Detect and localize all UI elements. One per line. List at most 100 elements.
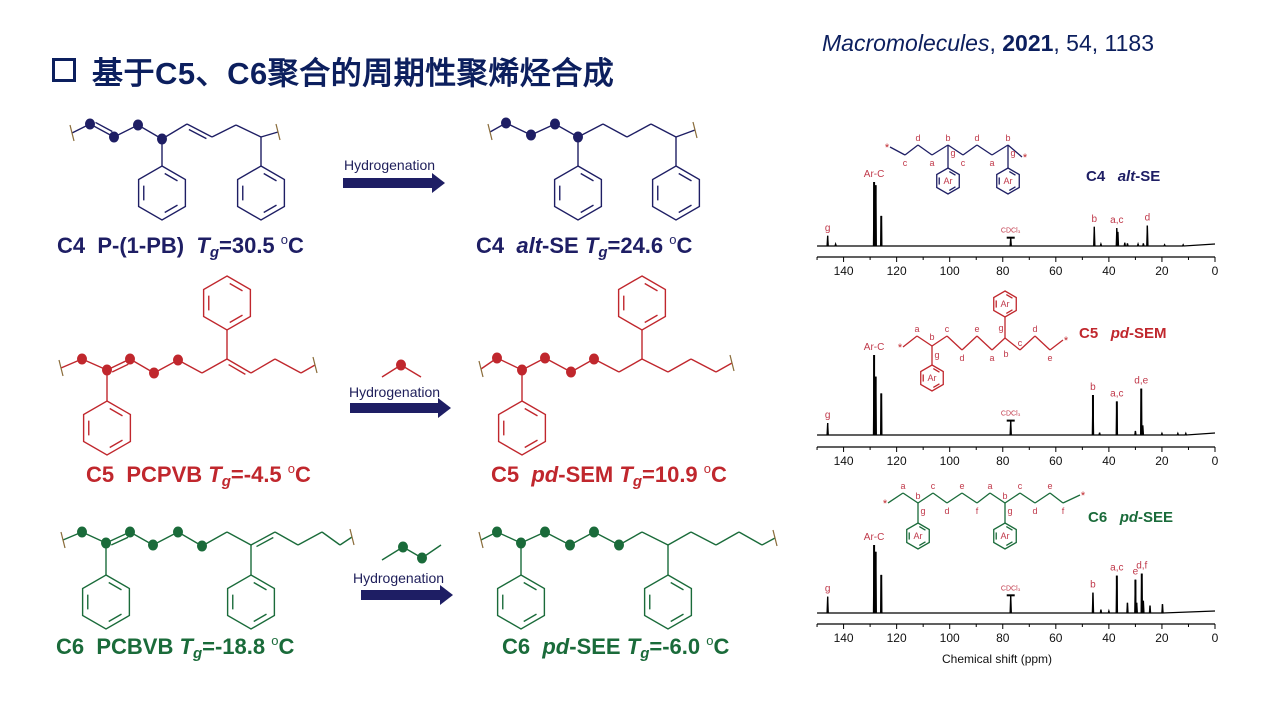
chain-end-mark [69,124,75,142]
spectrum-line [817,354,1216,436]
bond [339,536,353,546]
monomer-dot [589,526,599,538]
nmr-spectrum-1: g Ar-C CDCl₃ b a,c d 140 120 100 80 60 40 20 0 [816,169,1219,278]
spectrum-title-c6: C6 pd-SEE [1088,509,1173,526]
degree: o [703,461,712,476]
code: C6 [56,634,85,659]
monomer-dot [565,539,575,551]
citation: Macromolecules, 2021, 54, 1183 [822,30,1154,57]
atom-label: d [1032,506,1037,516]
ring-double-bond [918,526,926,531]
bond [297,531,323,546]
tg-sub: g [209,244,219,261]
ring-double-bond [932,383,940,388]
atom-label: e [1047,481,1052,491]
benzene-ring [651,165,701,221]
citation-volume-page: , 54, 1183 [1053,30,1155,56]
chain-end-star: * [898,342,903,354]
atom-label: b [945,133,950,143]
benzene-ring [82,400,132,456]
name-italic: pd [1119,509,1139,526]
ring-double-bond [670,581,684,591]
name: -SEM [558,462,614,487]
atom-label: a [914,324,919,334]
name: -SEE [569,634,621,659]
code: C5 [1079,325,1099,342]
x-tick-label: 20 [1155,264,1169,278]
x-tick-label: 40 [1102,264,1116,278]
ring-double-bond [1005,541,1013,546]
reaction-arrow-icon [343,173,445,193]
benzene-ring [996,167,1020,195]
ring-double-bond [1008,186,1016,191]
x-tick-label: 120 [887,454,907,468]
atom-label: c [961,158,966,168]
bond [1049,339,1064,351]
arrow-label-c4: Hydrogenation [344,157,436,173]
ring-double-bond [523,581,537,591]
name: -SEE [1138,509,1174,526]
atom-label: c [945,324,950,334]
peak-label: a,c [1110,563,1123,574]
ring-double-bond [580,204,594,214]
bond [626,123,652,138]
polymer-c5-reactant [58,275,318,456]
x-tick-label: 80 [996,454,1010,468]
bond [991,144,1009,156]
bond [690,531,717,546]
polymer-c4-reactant [69,118,286,221]
x-tick-label: 40 [1102,631,1116,645]
ring-double-bond [253,581,267,591]
chain-end-star: * [883,498,888,510]
code: C5 [86,462,115,487]
double-bond [95,121,113,133]
bond [1034,492,1051,504]
x-tick-label: 60 [1049,264,1063,278]
chain-end-mark [692,121,698,139]
bond [1062,494,1081,504]
peak-label: g [825,223,831,234]
monomer-dot [102,364,112,376]
benzene-ring [553,165,603,221]
benzene-ring [137,165,187,221]
x-tick-label: 60 [1049,631,1063,645]
x-tick-label: 80 [996,631,1010,645]
tg-value: =30.5 [219,233,281,258]
atom-label: c [903,158,908,168]
bond [300,364,316,374]
bond [201,358,228,374]
x-tick-label: 100 [940,631,960,645]
atom-label: d [974,133,979,143]
ring-double-bond [263,204,277,214]
unit: C [676,233,693,258]
benzene-ring [920,364,944,392]
x-tick-label: 20 [1155,454,1169,468]
ring-double-bond [109,439,123,449]
ring-double-bond [580,172,594,182]
tg-sub: g [221,473,231,490]
bond [211,124,237,138]
monomer-dot [197,540,207,552]
peak-label: b [1090,580,1096,591]
bond [675,129,696,138]
name: -SE [1135,168,1161,185]
ring-double-bond [263,172,277,182]
monomer-dot [398,541,408,553]
atom-label: b [1002,491,1007,501]
ring-double-bond [1005,526,1013,531]
tg-value: =24.6 [607,233,670,258]
atom-label: g [934,350,939,360]
bond [931,335,948,347]
c6-fragment [381,541,442,564]
name: -SE [542,233,579,258]
monomer-dot [517,364,527,376]
bond [715,362,733,373]
monomer-dot [540,352,550,364]
ring-double-bond [678,204,692,214]
atom-label: Ar [944,176,953,186]
ring-double-bond [670,613,684,623]
monomer-dot [550,118,560,130]
chain-end-mark [275,123,281,141]
monomer-dot [589,353,599,365]
ring-double-bond [948,171,956,176]
